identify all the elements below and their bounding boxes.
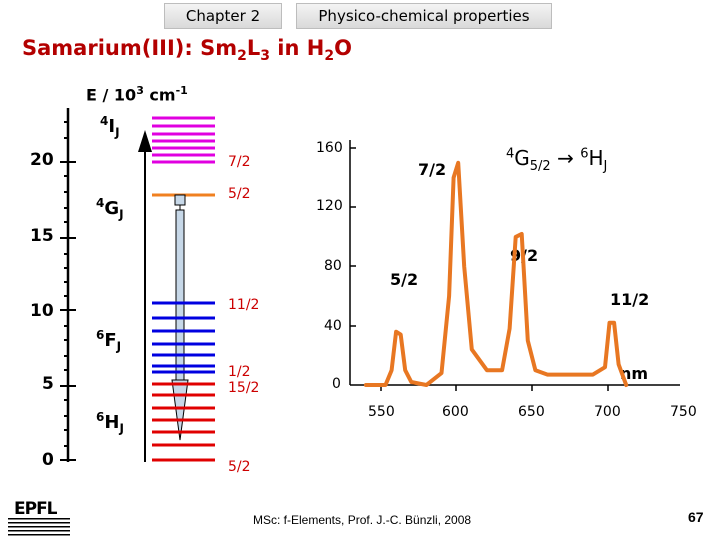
excitation-arrow-head <box>138 130 152 152</box>
level-label-7-2: 7/2 <box>228 154 251 170</box>
transition-label: 4G5/2 → 6HJ <box>506 146 608 174</box>
term-6H: 6HJ <box>96 410 124 436</box>
emission-spectrum-line <box>363 160 629 387</box>
band-label-5-2: 5/2 <box>390 270 419 289</box>
energy-axis-label: E / 103 cm-1 <box>86 84 188 105</box>
spectrum-ytick-120: 120 <box>316 198 343 214</box>
energy-tick-0: 0 <box>42 450 54 470</box>
emission-arrow-stem <box>174 194 186 206</box>
term-4I: 4IJ <box>100 114 120 140</box>
level-label-15-2: 15/2 <box>228 380 260 396</box>
page-number: 67 <box>688 509 704 525</box>
band-label-11-2: 11/2 <box>610 290 650 309</box>
energy-tick-5: 5 <box>42 374 54 394</box>
epfl-logo-icon: EPFL <box>6 494 72 538</box>
spectrum-ytick-80: 80 <box>324 258 342 274</box>
spectrum-xtick-650: 650 <box>518 404 545 420</box>
spectrum-xtick-600: 600 <box>442 404 469 420</box>
level-label-5-2-ground: 5/2 <box>228 459 251 475</box>
spectrum-ytick-40: 40 <box>324 318 342 334</box>
chapter-header: Chapter 2 <box>164 3 282 29</box>
spectrum-xtick-750: 750 <box>670 404 697 420</box>
section-header: Physico-chemical properties <box>296 3 552 29</box>
spectrum-xtick-700: 700 <box>594 404 621 420</box>
spectrum-xtick-550: 550 <box>368 404 395 420</box>
emission-arrow-body <box>175 209 185 381</box>
spectrum-unit: nm <box>620 364 649 383</box>
slide-title: Samarium(III): Sm2L3 in H2O <box>22 36 352 65</box>
band-label-7-2: 7/2 <box>418 160 447 179</box>
svg-text:EPFL: EPFL <box>14 499 58 519</box>
energy-tick-15: 15 <box>30 226 54 246</box>
spectrum-ytick-160: 160 <box>316 140 343 156</box>
level-label-11-2: 11/2 <box>228 297 260 313</box>
spectrum-ytick-0: 0 <box>332 376 341 392</box>
term-4G: 4GJ <box>96 196 124 222</box>
level-label-5-2: 5/2 <box>228 186 251 202</box>
term-6F: 6FJ <box>96 328 122 354</box>
footer-credit: MSc: f-Elements, Prof. J.-C. Bünzli, 200… <box>253 513 472 527</box>
energy-tick-20: 20 <box>30 150 54 170</box>
level-label-1-2: 1/2 <box>228 364 251 380</box>
energy-tick-10: 10 <box>30 301 54 321</box>
